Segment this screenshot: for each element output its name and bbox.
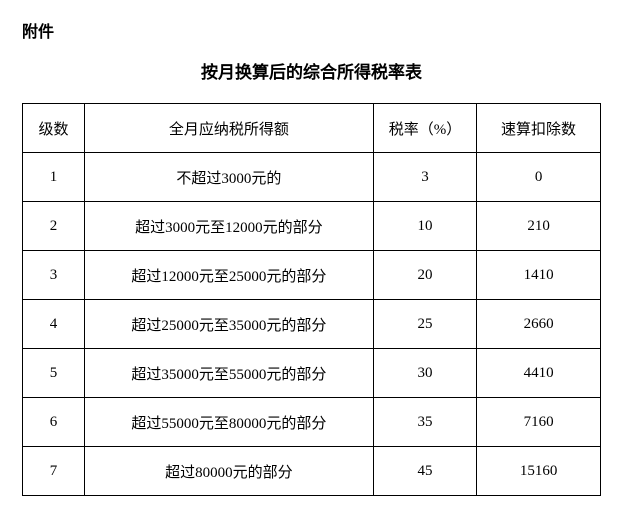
cell-level: 1 xyxy=(23,153,85,202)
table-header-row: 级数 全月应纳税所得额 税率（%） 速算扣除数 xyxy=(23,104,601,153)
cell-income: 超过35000元至55000元的部分 xyxy=(84,349,373,398)
cell-rate: 10 xyxy=(373,202,476,251)
tax-rate-table: 级数 全月应纳税所得额 税率（%） 速算扣除数 1 不超过3000元的 3 0 … xyxy=(22,103,601,496)
col-header-income: 全月应纳税所得额 xyxy=(84,104,373,153)
cell-deduct: 0 xyxy=(477,153,601,202)
table-row: 1 不超过3000元的 3 0 xyxy=(23,153,601,202)
cell-deduct: 2660 xyxy=(477,300,601,349)
cell-rate: 45 xyxy=(373,447,476,496)
cell-rate: 25 xyxy=(373,300,476,349)
cell-level: 3 xyxy=(23,251,85,300)
cell-income: 超过80000元的部分 xyxy=(84,447,373,496)
cell-level: 4 xyxy=(23,300,85,349)
cell-rate: 20 xyxy=(373,251,476,300)
cell-deduct: 4410 xyxy=(477,349,601,398)
cell-income: 超过25000元至35000元的部分 xyxy=(84,300,373,349)
cell-level: 6 xyxy=(23,398,85,447)
cell-income: 超过12000元至25000元的部分 xyxy=(84,251,373,300)
cell-deduct: 7160 xyxy=(477,398,601,447)
cell-rate: 30 xyxy=(373,349,476,398)
table-row: 2 超过3000元至12000元的部分 10 210 xyxy=(23,202,601,251)
cell-deduct: 15160 xyxy=(477,447,601,496)
table-row: 7 超过80000元的部分 45 15160 xyxy=(23,447,601,496)
cell-deduct: 1410 xyxy=(477,251,601,300)
cell-deduct: 210 xyxy=(477,202,601,251)
cell-income: 不超过3000元的 xyxy=(84,153,373,202)
cell-level: 5 xyxy=(23,349,85,398)
cell-level: 2 xyxy=(23,202,85,251)
cell-income: 超过3000元至12000元的部分 xyxy=(84,202,373,251)
cell-level: 7 xyxy=(23,447,85,496)
table-row: 3 超过12000元至25000元的部分 20 1410 xyxy=(23,251,601,300)
page-title: 按月换算后的综合所得税率表 xyxy=(22,58,601,83)
col-header-deduct: 速算扣除数 xyxy=(477,104,601,153)
cell-income: 超过55000元至80000元的部分 xyxy=(84,398,373,447)
cell-rate: 35 xyxy=(373,398,476,447)
col-header-level: 级数 xyxy=(23,104,85,153)
table-row: 4 超过25000元至35000元的部分 25 2660 xyxy=(23,300,601,349)
cell-rate: 3 xyxy=(373,153,476,202)
attachment-label: 附件 xyxy=(22,18,601,42)
table-row: 6 超过55000元至80000元的部分 35 7160 xyxy=(23,398,601,447)
col-header-rate: 税率（%） xyxy=(373,104,476,153)
table-row: 5 超过35000元至55000元的部分 30 4410 xyxy=(23,349,601,398)
